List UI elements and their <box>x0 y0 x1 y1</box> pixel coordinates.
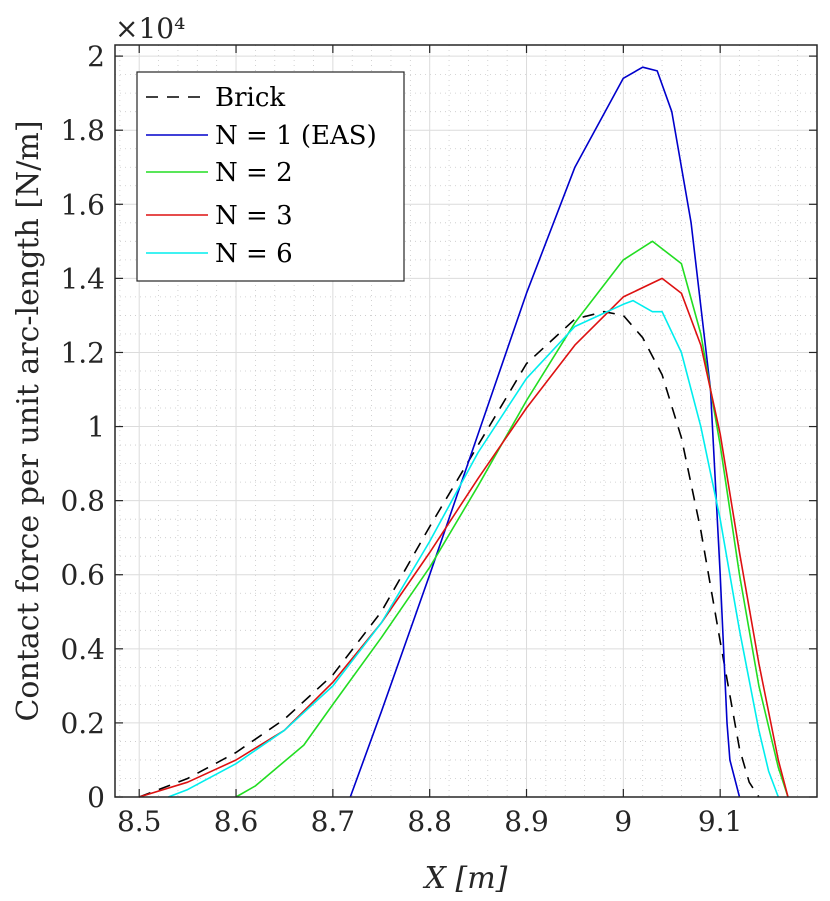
x-tick-label: 8.5 <box>117 805 162 838</box>
y-tick-label: 0 <box>87 781 105 814</box>
y-tick-label: 1.6 <box>60 188 105 221</box>
legend-label-n1: N = 1 (EAS) <box>215 121 377 151</box>
x-tick-labels: 8.5 8.6 8.7 8.8 8.9 9 9.1 <box>117 805 742 838</box>
legend-label-n2: N = 2 <box>215 158 293 188</box>
y-tick-label: 1.2 <box>60 336 105 369</box>
legend-label-brick: Brick <box>215 83 285 113</box>
y-tick-label: 1.8 <box>60 114 105 147</box>
x-tick-label: 9.1 <box>698 805 743 838</box>
series-layer <box>138 66 789 798</box>
y-tick-label: 0.4 <box>60 633 105 666</box>
y-tick-label: 1 <box>87 411 105 444</box>
ticks-layer <box>115 45 817 798</box>
y-tick-label: 0.8 <box>60 485 105 518</box>
plot-frame <box>114 44 818 798</box>
y-tick-label: 2 <box>87 40 105 73</box>
x-tick-label: 9 <box>614 805 632 838</box>
x-axis-title: X [m] <box>423 861 508 896</box>
legend-label-n3: N = 3 <box>215 201 293 231</box>
y-exponent-label: ×10⁴ <box>115 12 185 45</box>
legend: Brick N = 1 (EAS) N = 2 N = 3 N = 6 <box>136 71 405 282</box>
legend-label-n6: N = 6 <box>215 239 293 269</box>
legend-box <box>136 71 405 282</box>
y-tick-label: 0.6 <box>60 559 105 592</box>
series-line-4 <box>168 299 780 798</box>
x-tick-label: 8.9 <box>504 805 549 838</box>
y-axis-title: Contact force per unit arc-length [N/m] <box>11 120 46 721</box>
series-line-0 <box>138 310 760 798</box>
x-tick-label: 8.8 <box>407 805 452 838</box>
series-line-1 <box>349 66 741 798</box>
x-tick-label: 8.7 <box>311 805 356 838</box>
y-tick-label: 1.4 <box>60 262 105 295</box>
series-line-2 <box>235 240 789 798</box>
y-tick-label: 0.2 <box>60 707 105 740</box>
y-tick-labels: 0 0.2 0.4 0.6 0.8 1 1.2 1.4 1.6 1.8 2 <box>60 40 105 814</box>
x-tick-label: 8.6 <box>214 805 259 838</box>
